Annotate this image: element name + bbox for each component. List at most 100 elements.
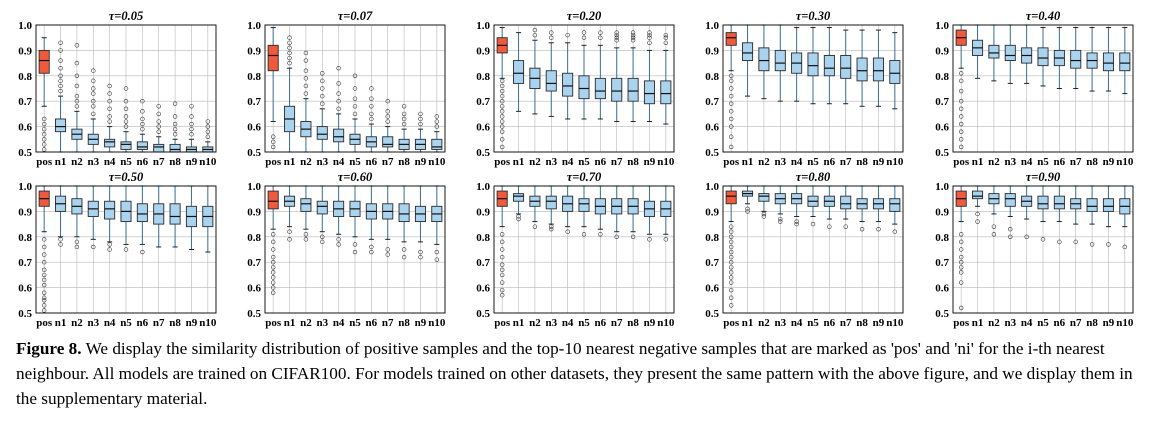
box-iqr <box>840 55 852 79</box>
outlier-point <box>728 234 734 240</box>
x-tick-label: n1 <box>513 317 525 329</box>
y-tick-label: 0.9 <box>247 45 261 57</box>
outlier-point <box>270 239 276 245</box>
outlier-point <box>270 260 276 265</box>
outlier-point <box>336 242 341 247</box>
axes-frame <box>264 185 446 314</box>
outlier-point <box>107 91 112 96</box>
box-iqr <box>725 32 737 46</box>
box-n10 <box>889 32 901 110</box>
x-tick-label: n8 <box>1086 156 1098 168</box>
outlier-point <box>91 68 96 73</box>
outlier-point <box>876 226 881 232</box>
outlier-point <box>598 35 603 40</box>
y-tick-label: 0.8 <box>18 71 32 83</box>
y-tick-label: 0.6 <box>935 122 949 134</box>
outlier-point <box>74 60 80 66</box>
box-iqr <box>104 138 116 148</box>
outlier-point <box>41 298 47 303</box>
box-n3 <box>545 30 557 117</box>
box-n1 <box>55 185 67 247</box>
outlier-point <box>728 265 734 270</box>
outlier-point <box>958 78 964 84</box>
y-tick-label: 1.0 <box>18 20 32 32</box>
outlier-point <box>614 30 619 35</box>
outlier-point <box>41 308 47 313</box>
x-tick-label: n2 <box>758 156 770 168</box>
outlier-point <box>614 32 619 38</box>
box-pos <box>38 185 50 313</box>
x-tick-label: n3 <box>1004 156 1016 168</box>
outlier-point <box>647 40 652 45</box>
outlier-point <box>303 76 309 81</box>
y-tick-label: 0.7 <box>247 257 261 269</box>
outlier-point <box>320 78 325 84</box>
y-tick-label: 1.0 <box>705 20 719 32</box>
outlier-point <box>499 272 505 278</box>
chart-panel-3: τ=0.20 0.5 0.6 0.7 0.8 0.9 1.0 pos n1 n2 n3 n4 n5 n6 n… <box>476 9 675 168</box>
outlier-point <box>434 249 440 255</box>
y-tick-label: 0.8 <box>476 232 490 244</box>
outlier-point <box>728 239 734 245</box>
outlier-point <box>156 104 161 109</box>
outlier-point <box>418 249 423 255</box>
y-tick-label: 0.5 <box>18 147 32 159</box>
box-n2 <box>988 24 1000 82</box>
outlier-point <box>598 30 603 35</box>
box-n8 <box>856 185 868 232</box>
x-tick-label: n9 <box>186 156 198 168</box>
box-iqr <box>1053 195 1065 210</box>
box-n3 <box>87 185 99 250</box>
outlier-point <box>958 129 964 134</box>
outlier-point <box>647 35 652 40</box>
outlier-point <box>41 142 47 147</box>
outlier-point <box>74 98 80 104</box>
outlier-point <box>41 277 47 283</box>
outlier-point <box>287 229 292 234</box>
outlier-point <box>958 106 964 112</box>
box-iqr <box>1102 198 1114 212</box>
outlier-point <box>843 224 848 229</box>
caption-text: We display the similarity distribution o… <box>16 339 1133 408</box>
x-tick-label: n6 <box>595 317 607 329</box>
box-n1 <box>513 32 525 112</box>
outlier-point <box>499 254 505 260</box>
outlier-point <box>598 232 603 237</box>
outlier-point <box>369 116 374 122</box>
outlier-point <box>499 267 505 273</box>
outlier-point <box>270 139 276 145</box>
x-tick-label: n7 <box>1070 156 1082 168</box>
outlier-point <box>958 114 964 119</box>
outlier-point <box>336 65 341 71</box>
outlier-point <box>91 104 96 109</box>
outlier-point <box>369 104 374 109</box>
outlier-point <box>975 211 980 217</box>
box-iqr <box>1004 193 1016 207</box>
y-tick-label: 0.6 <box>705 283 719 295</box>
outlier-point <box>41 121 47 127</box>
chart-panel-1: τ=0.05 0.5 0.6 0.7 0.8 0.9 1.0 pos n1 n2 n3 n4 n5 n6 n… <box>18 9 217 168</box>
outlier-point <box>336 237 341 242</box>
x-tick-label: n4 <box>562 317 574 329</box>
box-iqr <box>333 128 345 143</box>
axes-frame <box>722 24 904 153</box>
outlier-point <box>303 68 309 73</box>
x-tick-label: n2 <box>529 317 541 329</box>
outlier-point <box>270 232 276 237</box>
outlier-point <box>761 214 767 219</box>
box-n2 <box>300 50 312 153</box>
outlier-point <box>975 219 980 224</box>
y-tick-label: 0.8 <box>476 71 490 83</box>
y-tick-label: 0.9 <box>705 45 719 57</box>
outlier-point <box>958 239 964 245</box>
outlier-point <box>352 242 358 247</box>
outlier-point <box>549 224 554 229</box>
outlier-point <box>270 270 276 275</box>
y-tick-label: 0.5 <box>705 147 719 159</box>
y-tick-label: 0.8 <box>935 232 949 244</box>
box-iqr <box>725 190 737 205</box>
outlier-point <box>728 124 734 129</box>
x-tick-label: pos <box>265 317 282 329</box>
box-iqr <box>55 118 67 133</box>
y-tick-label: 0.7 <box>18 257 32 269</box>
